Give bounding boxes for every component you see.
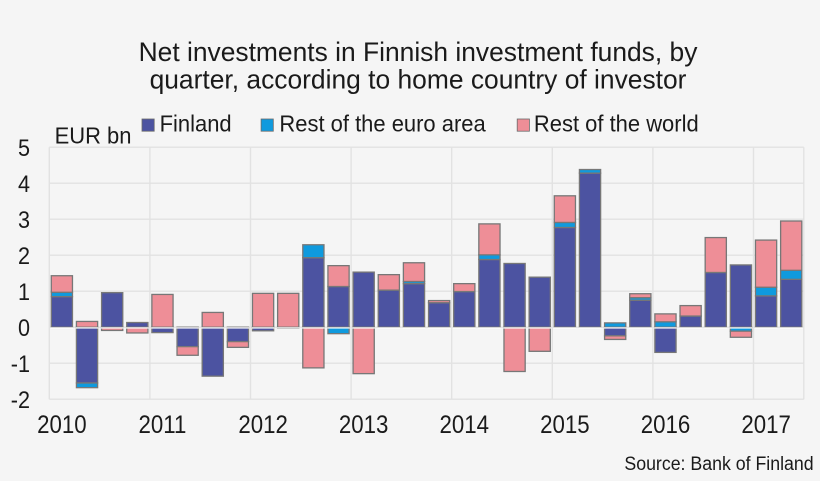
svg-text:4: 4 [18,170,30,197]
svg-text:Finland: Finland [160,110,232,137]
svg-text:2016: 2016 [641,412,690,439]
svg-text:2015: 2015 [540,412,589,439]
svg-text:2: 2 [18,242,30,269]
svg-text:2010: 2010 [37,412,86,439]
svg-text:2011: 2011 [139,412,187,439]
svg-text:-1: -1 [11,350,30,377]
svg-text:2014: 2014 [440,412,489,439]
svg-text:Source: Bank of Finland: Source: Bank of Finland [624,452,813,474]
svg-text:2012: 2012 [238,412,287,439]
svg-text:2017: 2017 [741,412,790,439]
svg-text:Rest of the world: Rest of the world [534,110,699,137]
svg-text:5: 5 [18,134,30,161]
svg-text:0: 0 [18,314,30,341]
svg-text:2013: 2013 [339,412,388,439]
svg-text:Rest of the euro area: Rest of the euro area [279,110,486,137]
svg-text:3: 3 [18,206,30,233]
svg-text:Net investments in Finnish inv: Net investments in Finnish investment fu… [139,37,698,67]
svg-text:quarter, according to home cou: quarter, according to home country of in… [150,64,687,94]
svg-text:-2: -2 [11,386,30,413]
svg-text:EUR bn: EUR bn [55,122,132,149]
svg-text:1: 1 [18,278,30,305]
